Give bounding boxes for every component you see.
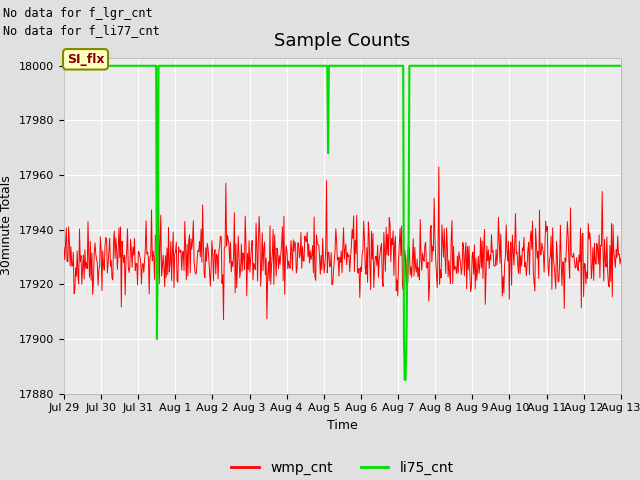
- Text: No data for f_li77_cnt: No data for f_li77_cnt: [3, 24, 160, 37]
- Legend: wmp_cnt, li75_cnt: wmp_cnt, li75_cnt: [226, 456, 459, 480]
- X-axis label: Time: Time: [327, 419, 358, 432]
- Y-axis label: 30minute Totals: 30minute Totals: [1, 176, 13, 276]
- Text: SI_flx: SI_flx: [67, 53, 104, 66]
- Title: Sample Counts: Sample Counts: [275, 33, 410, 50]
- Text: No data for f_lgr_cnt: No data for f_lgr_cnt: [3, 7, 153, 20]
